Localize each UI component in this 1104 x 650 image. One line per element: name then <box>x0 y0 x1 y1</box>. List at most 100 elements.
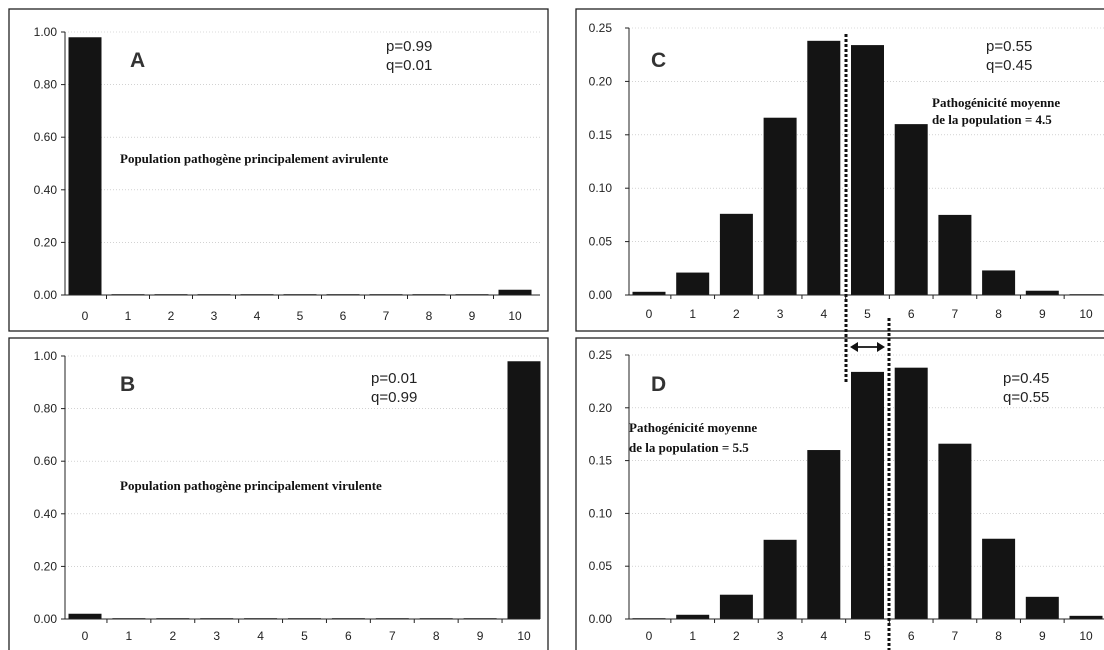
panel-c-bar <box>1025 290 1059 295</box>
panel-c-bar <box>982 270 1016 295</box>
panel-a-x-tick-label: 6 <box>340 309 347 323</box>
panel-d-x-tick-label: 10 <box>1079 629 1093 643</box>
panel-d-y-tick-label: 0.10 <box>589 506 613 520</box>
panel-c-x-tick-label: 6 <box>908 307 915 321</box>
panel-c-y-tick-label: 0.15 <box>589 128 613 142</box>
panel-d-x-tick-label: 7 <box>952 629 959 643</box>
panel-d-x-tick-label: 4 <box>820 629 827 643</box>
panel-c-annotation-line1: Pathogénicité moyenne <box>932 95 1060 110</box>
mean-shift-arrow <box>850 342 885 352</box>
panel-b-x-tick-label: 2 <box>169 629 176 643</box>
panel-a-y-tick-label: 0.40 <box>34 183 58 197</box>
panel-b-annotation: Population pathogène principalement viru… <box>120 478 382 493</box>
panel-d-x-tick-label: 3 <box>777 629 784 643</box>
panel-c-x-tick-label: 2 <box>733 307 740 321</box>
panel-b-x-tick-label: 1 <box>126 629 133 643</box>
panel-a-y-tick-label: 0.80 <box>34 78 58 92</box>
panel-b-letter: B <box>120 373 135 396</box>
panel-b-y-tick-label: 0.80 <box>34 402 58 416</box>
panel-d-annotation-line2: de la population = 5.5 <box>629 440 749 455</box>
panel-c-bar <box>719 213 753 295</box>
panel-c-x-tick-label: 10 <box>1079 307 1093 321</box>
panel-d-bar <box>676 614 710 619</box>
panel-c-y-tick-label: 0.25 <box>589 21 613 35</box>
panel-c-x-tick-label: 8 <box>995 307 1002 321</box>
panel-d-x-tick-label: 8 <box>995 629 1002 643</box>
panel-d-y-tick-label: 0.15 <box>589 454 613 468</box>
panel-d-bar <box>1069 615 1103 619</box>
panel-d-x-tick-label: 1 <box>689 629 696 643</box>
panel-b-x-tick-label: 10 <box>517 629 531 643</box>
panel-d-bar <box>763 539 797 619</box>
chart-panel-a: 0.00 0.20 0.40 0.60 0.80 1.00 0 1 2 3 4 5 6 7 8 9 10 A p… <box>8 8 549 332</box>
panel-c-y-tick-label: 0.00 <box>589 288 613 302</box>
panel-a-x-tick-label: 5 <box>297 309 304 323</box>
panel-d-annotation-line1: Pathogénicité moyenne <box>629 420 757 435</box>
panel-b-x-tick-label: 3 <box>213 629 220 643</box>
panel-d-letter: D <box>651 373 666 396</box>
panel-c-letter: C <box>651 49 666 72</box>
panel-c-y-tick-label: 0.10 <box>589 181 613 195</box>
panel-d-x-tick-label: 2 <box>733 629 740 643</box>
panel-b-q-label: q=0.99 <box>371 389 417 406</box>
panel-a-x-tick-label: 8 <box>426 309 433 323</box>
panel-d-bar <box>938 443 972 619</box>
panel-d-x-tick-label: 9 <box>1039 629 1046 643</box>
panel-c-bar <box>807 40 841 295</box>
panel-d-bar <box>807 450 841 619</box>
panel-d-x-tick-label: 0 <box>646 629 653 643</box>
panel-a-bar <box>68 37 102 295</box>
panel-d-y-tick-label: 0.20 <box>589 401 613 415</box>
panel-c-x-tick-label: 3 <box>777 307 784 321</box>
panel-c-bar <box>676 272 710 295</box>
chart-panel-b: 0.00 0.20 0.40 0.60 0.80 1.00 0 1 2 3 4 5 6 7 8 9 10 B p… <box>8 337 549 650</box>
panel-d-x-tick-label: 5 <box>864 629 871 643</box>
panel-b-y-tick-label: 0.40 <box>34 507 58 521</box>
panel-c-bar <box>632 291 666 295</box>
panel-c-annotation-line2: de la population = 4.5 <box>932 112 1052 127</box>
panel-a-y-tick-label: 0.20 <box>34 235 58 249</box>
panel-d-bar <box>982 538 1016 619</box>
panel-a-q-label: q=0.01 <box>386 57 432 74</box>
panel-d-bar <box>894 367 928 619</box>
panel-c-y-tick-label: 0.05 <box>589 235 613 249</box>
panel-d-bar <box>719 594 753 619</box>
panel-a-annotation: Population pathogène principalement avir… <box>120 151 389 166</box>
panel-a-frame <box>8 8 549 332</box>
panel-d-p-label: p=0.45 <box>1003 370 1049 387</box>
panel-b-x-tick-label: 6 <box>345 629 352 643</box>
panel-a-p-label: p=0.99 <box>386 38 432 55</box>
panel-c-p-label: p=0.55 <box>986 38 1032 55</box>
chart-panel-d: 0.00 0.05 0.10 0.15 0.20 0.25 0 1 2 3 4 5 6 7 8 9 10 D p… <box>575 337 1104 650</box>
panel-c-x-tick-label: 9 <box>1039 307 1046 321</box>
panel-a-y-tick-label: 0.60 <box>34 130 58 144</box>
panel-a-letter: A <box>130 49 145 72</box>
panel-d-x-tick-label: 6 <box>908 629 915 643</box>
panel-b-x-tick-label: 5 <box>301 629 308 643</box>
panel-b-y-tick-label: 0.00 <box>34 612 58 626</box>
panel-b-x-tick-label: 4 <box>257 629 264 643</box>
panel-b-bar <box>507 361 541 619</box>
panel-b-x-tick-label: 8 <box>433 629 440 643</box>
panel-c-bar <box>894 124 928 296</box>
panel-c-q-label: q=0.45 <box>986 57 1032 74</box>
panel-b-bar <box>68 613 102 619</box>
panel-b-frame <box>8 337 549 650</box>
panel-b-y-tick-label: 0.20 <box>34 559 58 573</box>
panel-a-x-tick-label: 7 <box>383 309 390 323</box>
chart-panel-c: 0.00 0.05 0.10 0.15 0.20 0.25 0 1 2 3 4 5 6 7 8 9 10 C p… <box>575 8 1104 332</box>
panel-d-y-tick-label: 0.25 <box>589 348 613 362</box>
panel-c-x-tick-label: 0 <box>646 307 653 321</box>
panel-d-y-tick-label: 0.05 <box>589 559 613 573</box>
panel-b-x-tick-label: 7 <box>389 629 396 643</box>
panel-c-bar <box>851 45 884 296</box>
panel-a-x-tick-label: 9 <box>469 309 476 323</box>
panel-d-bar <box>851 371 884 619</box>
panel-d-y-tick-label: 0.00 <box>589 612 613 626</box>
panel-a-x-tick-label: 2 <box>168 309 175 323</box>
panel-a-y-tick-label: 0.00 <box>34 288 58 302</box>
panel-c-bar <box>938 214 972 295</box>
panel-b-y-tick-label: 0.60 <box>34 454 58 468</box>
panel-a-bar <box>498 289 532 295</box>
